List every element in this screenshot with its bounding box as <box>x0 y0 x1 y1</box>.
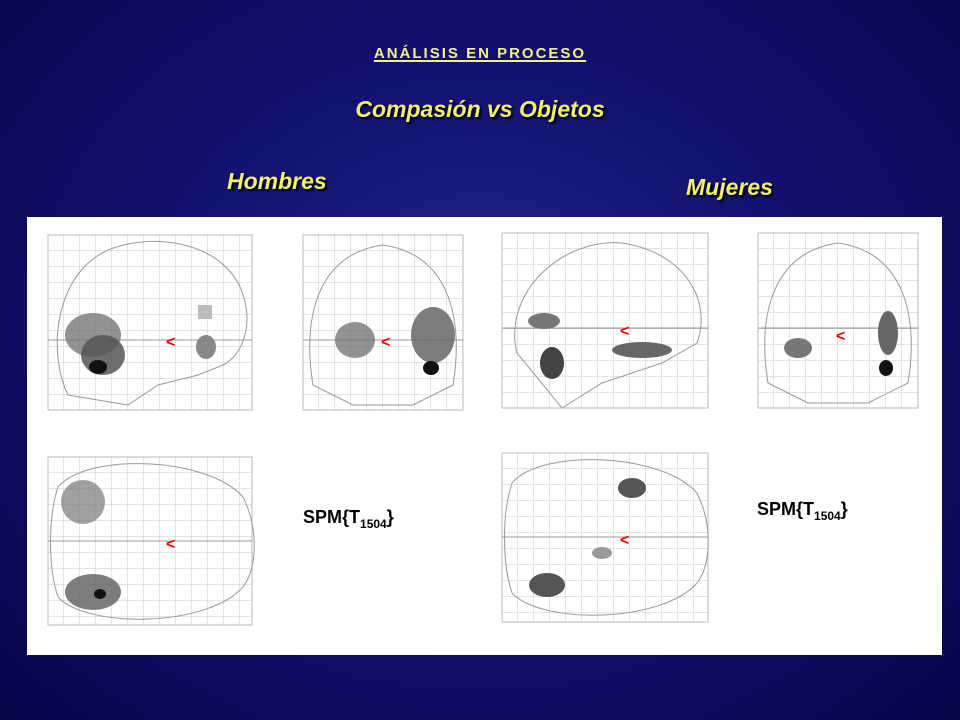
brain-shape <box>94 589 106 599</box>
brain-shape <box>514 242 702 409</box>
brain-sagittal: < <box>47 234 253 411</box>
brain-coronal: < <box>757 232 919 409</box>
brain-shape <box>878 311 898 355</box>
brain-shape <box>618 478 646 498</box>
brain-shape <box>61 480 105 524</box>
peak-marker: < <box>620 323 629 340</box>
group-label: Mujeres <box>686 174 773 200</box>
brain-shape <box>529 573 565 597</box>
brain-shape <box>540 347 564 379</box>
slide-subtitle: Compasión vs Objetos <box>355 96 605 122</box>
brain-shape <box>309 244 457 406</box>
results-panel: < < < SPM{T1504} <box>27 217 942 655</box>
group-label: Hombres <box>227 168 327 194</box>
peak-marker: < <box>620 532 629 549</box>
brain-sagittal: < <box>501 232 709 409</box>
brain-shape <box>423 361 439 375</box>
brain-shape <box>612 342 672 358</box>
brain-coronal: < <box>302 234 464 411</box>
peak-marker: < <box>166 536 175 553</box>
spm-suffix: } <box>387 507 394 527</box>
brain-shape <box>592 547 612 559</box>
brain-shape <box>784 338 812 358</box>
brain-shape <box>335 322 375 358</box>
brain-shape <box>65 574 121 610</box>
slide-title: ANÁLISIS EN PROCESO <box>373 38 587 63</box>
spm-label: SPM{T1504} <box>303 507 394 531</box>
brain-shape <box>504 459 709 616</box>
brain-shape <box>879 360 893 376</box>
brain-shape <box>50 463 255 620</box>
brain-shape <box>56 240 248 406</box>
peak-marker: < <box>381 334 390 351</box>
brain-shape <box>764 242 912 404</box>
spm-subscript: 1504 <box>814 509 841 523</box>
peak-marker: < <box>166 334 175 351</box>
glass-brains: < < < SPM{T1504} <box>47 232 919 626</box>
brain-axial: < <box>501 452 709 623</box>
brain-shape <box>528 313 560 329</box>
spm-subscript: 1504 <box>360 517 387 531</box>
spm-prefix: SPM{T <box>757 499 814 519</box>
spm-suffix: } <box>841 499 848 519</box>
brain-shape <box>89 360 107 374</box>
brain-shape <box>196 335 216 359</box>
brain-shape <box>198 305 212 319</box>
spm-label: SPM{T1504} <box>757 499 848 523</box>
peak-marker: < <box>836 328 845 345</box>
spm-prefix: SPM{T <box>303 507 360 527</box>
brain-shape <box>411 307 455 363</box>
brain-axial: < <box>47 456 255 626</box>
